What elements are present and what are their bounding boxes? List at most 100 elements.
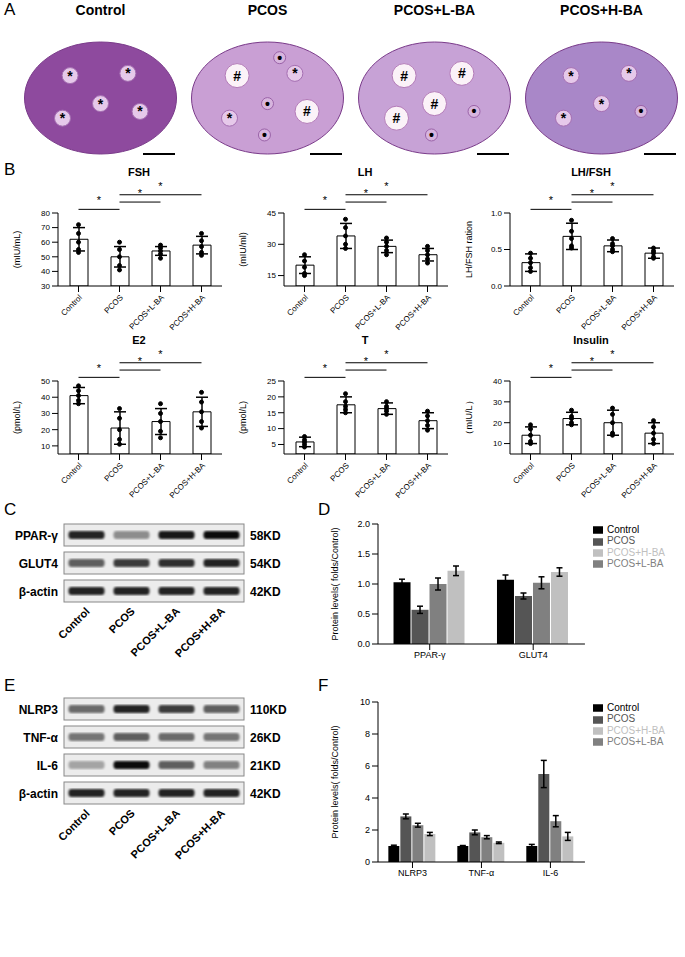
svg-text:NLRP3: NLRP3 xyxy=(398,868,427,878)
svg-text:#: # xyxy=(400,68,408,84)
svg-text:*: * xyxy=(384,348,389,360)
svg-text:80: 80 xyxy=(41,209,50,218)
svg-text:15: 15 xyxy=(267,271,276,280)
svg-text:*: * xyxy=(590,187,595,199)
svg-text:Control: Control xyxy=(56,605,92,641)
svg-text:*: * xyxy=(384,180,389,192)
svg-text:Protein levels( folds/Control): Protein levels( folds/Control) xyxy=(330,527,340,640)
svg-text:*: * xyxy=(158,348,163,360)
svg-text:PCOS: PCOS xyxy=(103,293,125,315)
svg-text:#: # xyxy=(393,110,401,126)
svg-text:*: * xyxy=(610,180,615,192)
svg-text:40: 40 xyxy=(41,393,50,402)
svg-text:*: * xyxy=(323,194,328,206)
svg-text:(mIU/ml): (mIU/ml) xyxy=(238,232,248,267)
svg-text:20: 20 xyxy=(41,426,50,435)
svg-text:2: 2 xyxy=(365,825,370,835)
svg-text:42KD: 42KD xyxy=(250,585,281,599)
svg-text:Control: Control xyxy=(285,293,310,318)
svg-text:10: 10 xyxy=(41,442,50,451)
svg-text:*: * xyxy=(60,110,66,126)
svg-text:50: 50 xyxy=(41,253,50,262)
svg-text:4: 4 xyxy=(365,793,370,803)
svg-text:6: 6 xyxy=(365,761,370,771)
svg-text:#: # xyxy=(458,65,466,81)
svg-text:*: * xyxy=(626,65,632,81)
svg-text:26KD: 26KD xyxy=(250,731,281,745)
svg-text:TNF-α: TNF-α xyxy=(23,731,58,745)
svg-text:PCOS+L-BA: PCOS+L-BA xyxy=(580,293,619,332)
svg-text:*: * xyxy=(138,187,143,199)
svg-text:LH/FSH ration: LH/FSH ration xyxy=(464,221,474,278)
svg-text:5: 5 xyxy=(272,440,277,449)
svg-text:21KD: 21KD xyxy=(250,759,281,773)
svg-text:*: * xyxy=(364,187,369,199)
svg-text:NLRP3: NLRP3 xyxy=(19,703,59,717)
svg-text:0.5: 0.5 xyxy=(357,609,370,619)
svg-text:Control: Control xyxy=(511,461,536,486)
svg-text:42KD: 42KD xyxy=(250,787,281,801)
svg-text:*: * xyxy=(610,348,615,360)
svg-text:#: # xyxy=(233,68,241,84)
svg-text:PCOS: PCOS xyxy=(555,461,577,483)
svg-text:(pmol/L): (pmol/L) xyxy=(238,401,248,434)
svg-text:10: 10 xyxy=(493,439,502,448)
svg-text:PCOS: PCOS xyxy=(329,293,351,315)
svg-text:PCOS+L-BA: PCOS+L-BA xyxy=(354,293,393,332)
svg-text:10: 10 xyxy=(360,697,370,707)
svg-text:TNF-α: TNF-α xyxy=(469,868,495,878)
svg-text:60: 60 xyxy=(41,238,50,247)
svg-text:*: * xyxy=(97,194,102,206)
svg-text:20: 20 xyxy=(493,419,502,428)
svg-text:Control: Control xyxy=(56,807,92,843)
svg-text:*: * xyxy=(158,180,163,192)
svg-text:1.0: 1.0 xyxy=(357,579,370,589)
svg-text:PCOS: PCOS xyxy=(555,293,577,315)
svg-text:Protein levels( folds/Control): Protein levels( folds/Control) xyxy=(330,725,340,838)
svg-text:PCOS+H-BA: PCOS+H-BA xyxy=(172,605,227,660)
svg-text:*: * xyxy=(599,96,605,112)
svg-text:10: 10 xyxy=(267,424,276,433)
svg-text:*: * xyxy=(364,355,369,367)
svg-text:IL-6: IL-6 xyxy=(543,868,559,878)
svg-text:20: 20 xyxy=(267,393,276,402)
svg-text:Control: Control xyxy=(59,461,84,486)
svg-text:PCOS+H-BA: PCOS+H-BA xyxy=(620,461,660,501)
svg-text:*: * xyxy=(137,103,143,119)
svg-text:*: * xyxy=(67,68,73,84)
svg-text:25: 25 xyxy=(267,377,276,386)
svg-text:(mIU/mL): (mIU/mL) xyxy=(12,231,22,269)
svg-text:GLUT4: GLUT4 xyxy=(519,650,548,660)
svg-text:*: * xyxy=(590,355,595,367)
svg-text:0.0: 0.0 xyxy=(357,639,370,649)
svg-text:GLUT4: GLUT4 xyxy=(19,557,59,571)
svg-text:Control: Control xyxy=(285,461,310,486)
svg-text:0.0: 0.0 xyxy=(491,282,503,291)
svg-text:PCOS+H-BA: PCOS+H-BA xyxy=(394,293,434,333)
svg-text:0.5: 0.5 xyxy=(491,245,503,254)
svg-text:*: * xyxy=(561,110,567,126)
svg-text:IL-6: IL-6 xyxy=(37,759,59,773)
svg-text:2.0: 2.0 xyxy=(357,519,370,529)
svg-text:（mIU/L）: （mIU/L） xyxy=(464,396,474,438)
svg-text:β-actin: β-actin xyxy=(19,787,58,801)
svg-text:#: # xyxy=(431,96,439,112)
svg-text:Control: Control xyxy=(59,293,84,318)
svg-text:30: 30 xyxy=(41,409,50,418)
svg-text:PCOS+H-BA: PCOS+H-BA xyxy=(394,461,434,501)
svg-text:PPAR-γ: PPAR-γ xyxy=(15,529,58,543)
svg-text:•: • xyxy=(262,127,267,143)
svg-text:•: • xyxy=(265,96,270,112)
svg-text:PCOS+L-BA: PCOS+L-BA xyxy=(128,461,167,500)
svg-text:70: 70 xyxy=(41,223,50,232)
svg-text:*: * xyxy=(568,68,574,84)
svg-text:*: * xyxy=(98,96,104,112)
svg-text:*: * xyxy=(138,355,143,367)
svg-text:40: 40 xyxy=(41,267,50,276)
svg-text:0: 0 xyxy=(365,857,370,867)
svg-text:PCOS: PCOS xyxy=(329,461,351,483)
svg-text:*: * xyxy=(549,194,554,206)
svg-text:45: 45 xyxy=(267,209,276,218)
svg-text:*: * xyxy=(227,110,233,126)
svg-text:•: • xyxy=(429,127,434,143)
